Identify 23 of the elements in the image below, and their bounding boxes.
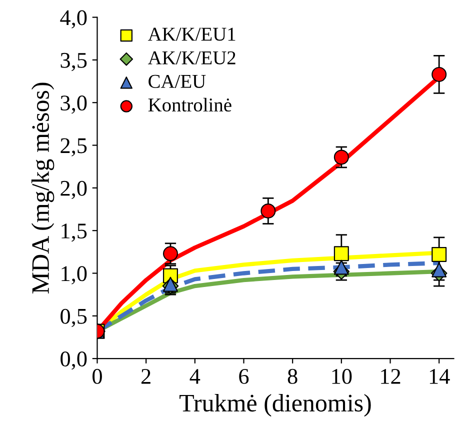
x-tick-label: 2 [141,368,150,384]
y-axis-title: MDA (mg/kg mėsos) [31,82,54,294]
y-tick-label: 3,0 [60,96,87,114]
y-tick-label: 0,0 [60,351,87,370]
y-tick-label: 2,5 [60,138,87,156]
x-tick-label: 0 [92,368,102,384]
x-tick-label: 12 [381,368,400,384]
x-tick-label: 10 [332,368,352,384]
legend-label: Kontrolinė [148,98,232,112]
x-tick-label: 6 [239,368,249,384]
legend-label: AK/K/EU2 [148,51,236,64]
y-tick-label: 2,0 [60,180,87,200]
x-tick-label: 8 [288,368,298,384]
y-tick-label: 4,0 [60,10,87,28]
legend-label: AK/K/EU1 [148,28,236,41]
x-tick-label: 4 [190,369,200,384]
y-tick-label: 1,5 [62,224,87,242]
x-axis-title: Trukmė (dienomis) [180,394,371,417]
y-tick-label: 0,5 [60,308,87,328]
legend-label: CA/EU [148,74,206,88]
x-tick-label: 14 [430,369,450,384]
y-tick-label: 1,0 [62,266,87,284]
y-tick-label: 3,5 [60,52,87,72]
